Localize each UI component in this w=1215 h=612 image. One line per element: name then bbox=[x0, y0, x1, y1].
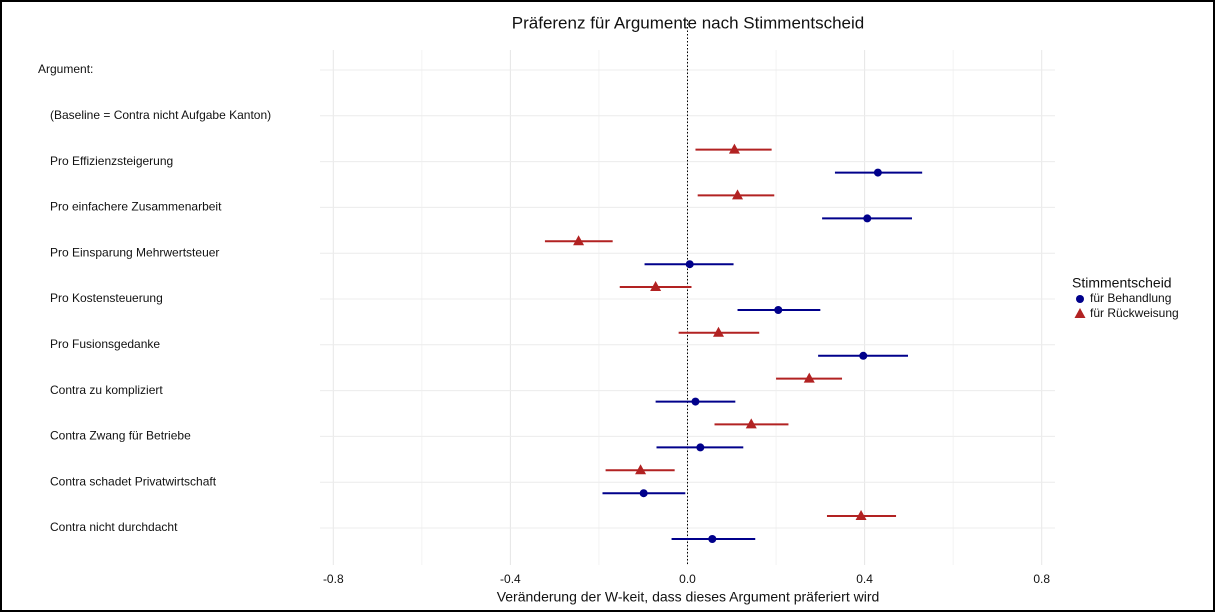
legend-symbol bbox=[1074, 308, 1086, 318]
point bbox=[745, 418, 757, 429]
x-tick-label: 0.4 bbox=[856, 572, 873, 586]
category-label: Argument: bbox=[38, 62, 93, 76]
category-label: Pro Kostensteuerung bbox=[50, 291, 163, 305]
category-label: Contra zu kompliziert bbox=[50, 383, 163, 397]
legend-label: für Rückweisung bbox=[1090, 306, 1179, 320]
point bbox=[774, 306, 783, 314]
x-tick-label: 0.8 bbox=[1033, 572, 1050, 586]
point bbox=[859, 351, 868, 360]
x-tick-label: 0.0 bbox=[679, 572, 696, 586]
point bbox=[639, 489, 648, 498]
category-label: Pro Einsparung Mehrwertsteuer bbox=[50, 245, 219, 259]
category-label: Contra Zwang für Betriebe bbox=[50, 429, 191, 443]
point bbox=[708, 535, 717, 543]
point bbox=[855, 510, 867, 520]
point bbox=[635, 464, 647, 475]
x-axis-label: Veränderung der W-keit, dass dieses Argu… bbox=[497, 589, 880, 605]
point bbox=[573, 235, 585, 246]
x-tick-label: -0.4 bbox=[500, 572, 521, 586]
x-tick-label: -0.8 bbox=[323, 572, 344, 586]
point bbox=[728, 143, 740, 154]
point bbox=[691, 397, 700, 406]
category-label: Contra schadet Privatwirtschaft bbox=[50, 474, 217, 488]
category-label: Pro Effizienzsteigerung bbox=[50, 154, 173, 168]
point bbox=[873, 168, 882, 177]
point bbox=[650, 281, 662, 291]
legend-label: für Behandlung bbox=[1090, 291, 1171, 305]
point bbox=[696, 443, 705, 452]
legend-symbol bbox=[1076, 295, 1084, 303]
category-label: Pro Fusionsgedanke bbox=[50, 337, 160, 351]
category-label: (Baseline = Contra nicht Aufgabe Kanton) bbox=[50, 108, 271, 122]
point bbox=[732, 189, 744, 200]
category-label: Contra nicht durchdacht bbox=[50, 520, 178, 534]
point bbox=[863, 214, 872, 223]
point bbox=[712, 326, 724, 337]
category-label: Pro einfachere Zusammenarbeit bbox=[50, 200, 222, 214]
legend-title: Stimmentscheid bbox=[1072, 275, 1172, 291]
chart-title: Präferenz für Argumente nach Stimmentsch… bbox=[512, 13, 864, 32]
point bbox=[803, 372, 815, 383]
point bbox=[685, 260, 694, 269]
